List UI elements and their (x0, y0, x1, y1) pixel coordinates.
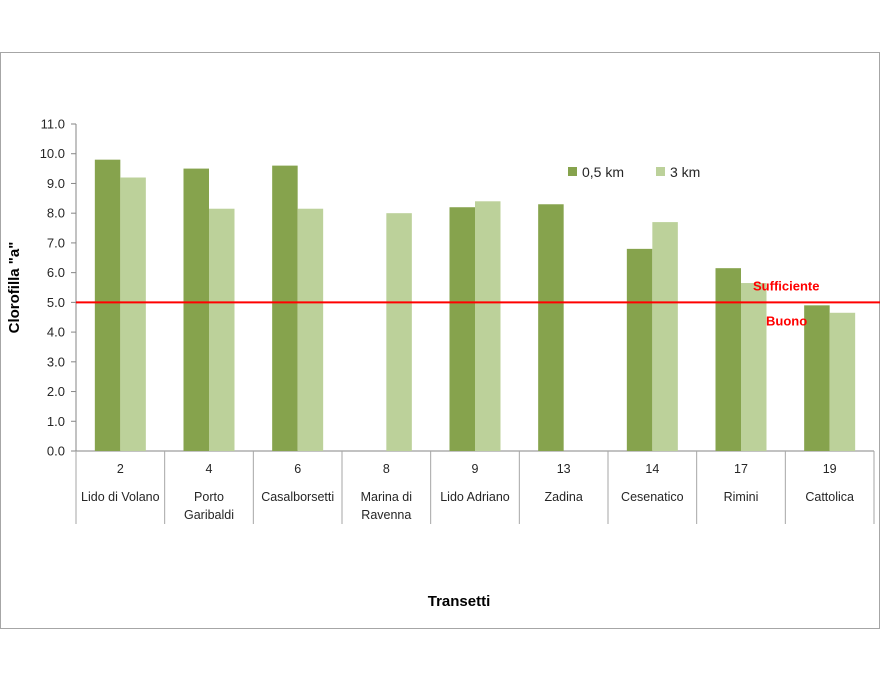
bar-0-5km (272, 165, 298, 452)
x-category-name: Lido di Volano (81, 490, 160, 504)
legend-swatch-3km (656, 167, 665, 176)
x-category-name: Marina di (361, 490, 412, 504)
x-category-name: Casalborsetti (261, 490, 334, 504)
x-category-number: 19 (823, 462, 837, 476)
bar-3km (297, 208, 324, 451)
legend-label: 3 km (670, 164, 700, 180)
x-category-name: Porto (194, 490, 224, 504)
x-category-name: Zadina (545, 490, 583, 504)
x-category-number: 2 (117, 462, 124, 476)
x-category-name: Rimini (724, 490, 759, 504)
y-tick-label: 10.0 (40, 146, 65, 161)
bar-0-5km (183, 168, 209, 451)
bar-0-5km (449, 207, 475, 451)
bar-0-5km (94, 159, 121, 451)
bar-3km (475, 201, 501, 451)
x-category-name: Cattolica (805, 490, 854, 504)
x-category-number: 14 (645, 462, 659, 476)
x-axis-title: Transetti (428, 593, 491, 610)
y-tick-label: 1.0 (47, 414, 65, 429)
bar-3km (120, 177, 146, 451)
x-category-number: 17 (734, 462, 748, 476)
x-category-number: 4 (206, 462, 213, 476)
bar-3km (209, 208, 235, 451)
y-axis-title: Clorofilla "a" (6, 242, 23, 334)
bar-3km (386, 213, 412, 451)
bar-0-5km (715, 268, 741, 451)
y-tick-label: 11.0 (41, 117, 65, 132)
x-category-number: 13 (557, 462, 571, 476)
legend-label: 0,5 km (582, 164, 624, 180)
x-category-name: Ravenna (361, 508, 411, 522)
x-category-name: Garibaldi (184, 508, 234, 522)
threshold-label-sufficiente: Sufficiente (753, 278, 819, 293)
y-tick-label: 6.0 (47, 265, 65, 280)
y-tick-label: 4.0 (47, 325, 65, 340)
x-category-name: Cesenatico (621, 490, 684, 504)
bar-3km (652, 222, 678, 451)
bar-3km (741, 283, 767, 451)
x-category-number: 9 (472, 462, 479, 476)
bar-0-5km (804, 305, 830, 451)
legend-swatch-0-5km (568, 167, 577, 176)
threshold-label-buono: Buono (766, 313, 807, 328)
y-tick-label: 0.0 (47, 444, 65, 459)
bar-3km (829, 312, 856, 451)
x-category-number: 8 (383, 462, 390, 476)
y-tick-label: 9.0 (47, 176, 65, 191)
y-tick-label: 5.0 (47, 295, 65, 310)
y-tick-label: 3.0 (47, 354, 65, 369)
x-category-number: 6 (294, 462, 301, 476)
y-tick-label: 2.0 (47, 384, 65, 399)
bar-0-5km (538, 204, 564, 451)
x-category-name: Lido Adriano (440, 490, 510, 504)
bar-0-5km (626, 248, 653, 451)
y-tick-label: 8.0 (47, 206, 65, 221)
y-tick-label: 7.0 (47, 235, 65, 250)
